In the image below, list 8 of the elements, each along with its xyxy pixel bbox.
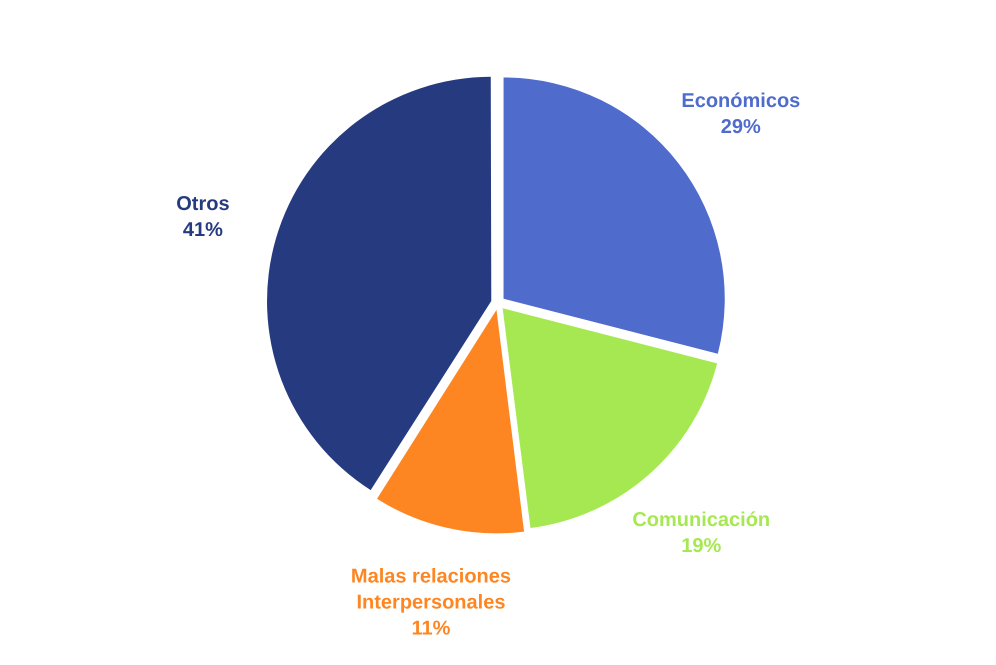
slice-label: Otros (176, 192, 230, 215)
slice-label: Comunicación (632, 509, 770, 532)
slice-label: Económicos (681, 90, 800, 112)
data-label: 41% (182, 218, 224, 241)
data-label: 19% (681, 535, 722, 558)
slice-label: Malas relaciones Interpersonales (350, 565, 512, 614)
data-label: 29% (720, 116, 762, 138)
data-label: 11% (411, 617, 451, 640)
